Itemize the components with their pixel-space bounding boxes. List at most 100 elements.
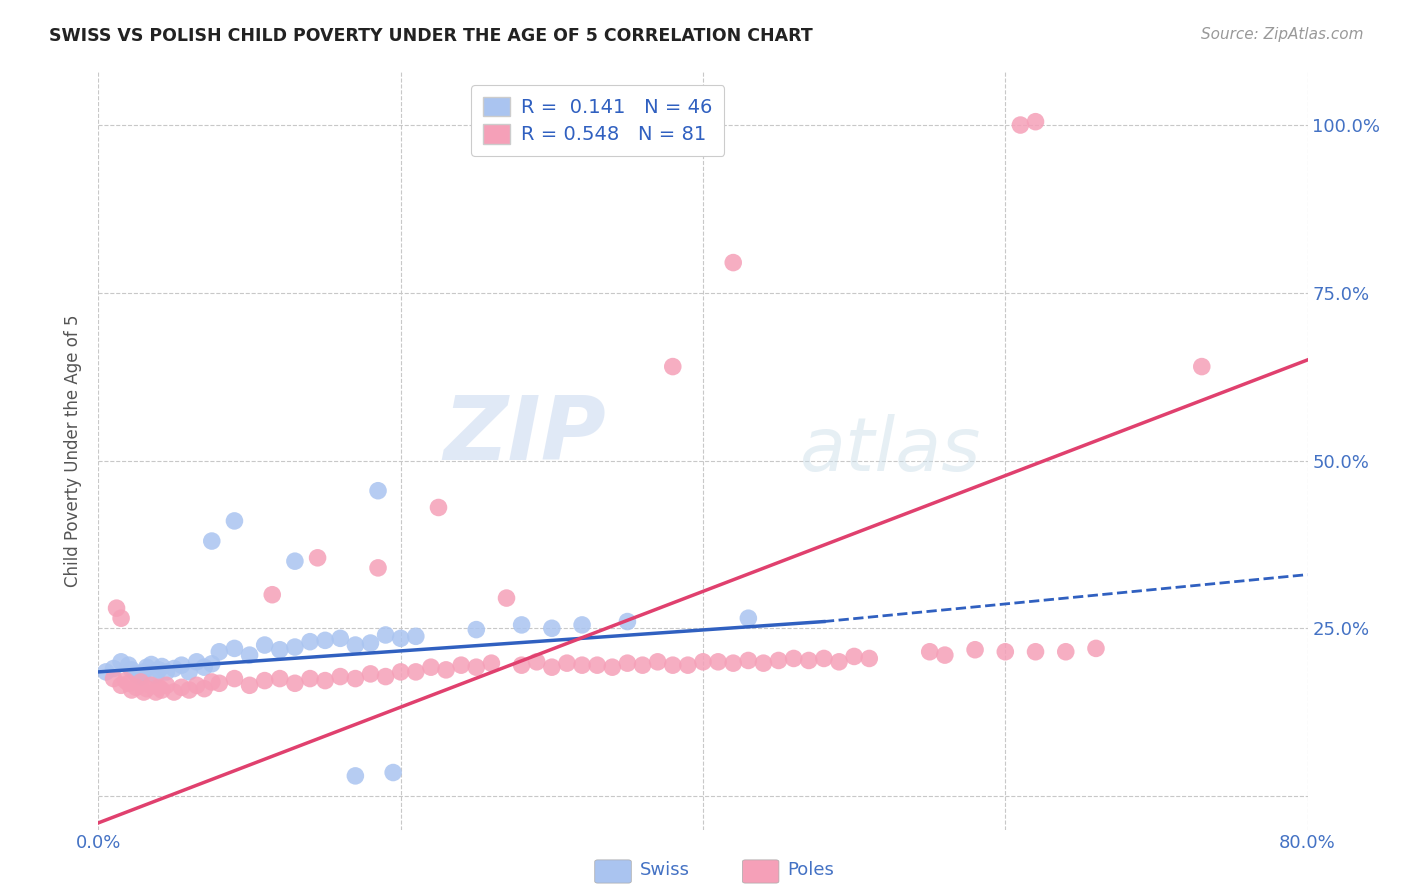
Point <box>253 673 276 688</box>
Point <box>616 615 638 629</box>
Point <box>224 514 246 528</box>
Point <box>434 663 457 677</box>
Point <box>186 655 208 669</box>
Point <box>224 672 246 686</box>
Point <box>150 659 173 673</box>
Point <box>344 638 367 652</box>
Point <box>723 255 745 269</box>
Point <box>141 657 163 672</box>
Point <box>661 359 683 374</box>
Point <box>148 681 170 695</box>
Point <box>389 632 412 646</box>
Point <box>360 636 382 650</box>
Point <box>262 588 284 602</box>
Point <box>510 618 533 632</box>
Point <box>465 660 488 674</box>
Point <box>367 483 389 498</box>
Point <box>1085 641 1108 656</box>
Point <box>965 642 987 657</box>
Point <box>148 663 170 677</box>
Point <box>676 658 699 673</box>
Point <box>299 672 322 686</box>
Point <box>571 618 593 632</box>
Point <box>783 651 806 665</box>
Point <box>314 633 336 648</box>
Point <box>132 685 155 699</box>
Point <box>125 681 148 695</box>
Point <box>797 653 820 667</box>
Text: atlas: atlas <box>800 415 981 486</box>
Point <box>253 638 276 652</box>
Point <box>737 653 759 667</box>
Point <box>631 658 654 673</box>
Point <box>135 681 157 696</box>
Point <box>367 561 389 575</box>
Point <box>828 655 851 669</box>
Point <box>526 655 548 669</box>
Point <box>141 678 163 692</box>
Point <box>405 629 427 643</box>
Point <box>1010 118 1032 132</box>
Point <box>186 678 208 692</box>
Point <box>329 669 352 683</box>
Point <box>465 623 488 637</box>
Point <box>118 658 141 673</box>
Point <box>382 765 405 780</box>
Point <box>405 665 427 679</box>
Point <box>602 660 624 674</box>
Point <box>239 648 262 662</box>
Point <box>420 660 443 674</box>
Text: SWISS VS POLISH CHILD POVERTY UNDER THE AGE OF 5 CORRELATION CHART: SWISS VS POLISH CHILD POVERTY UNDER THE … <box>49 27 813 45</box>
Point <box>510 658 533 673</box>
Point <box>374 628 396 642</box>
Point <box>145 685 167 699</box>
Point <box>208 645 231 659</box>
Point <box>616 656 638 670</box>
Point <box>360 666 382 681</box>
Point <box>994 645 1017 659</box>
Point <box>201 675 224 690</box>
Point <box>121 683 143 698</box>
Point <box>918 645 941 659</box>
Point <box>163 661 186 675</box>
Point <box>224 641 246 656</box>
Text: Source: ZipAtlas.com: Source: ZipAtlas.com <box>1201 27 1364 42</box>
Point <box>129 669 152 683</box>
Point <box>145 668 167 682</box>
Point <box>103 661 125 675</box>
Point <box>934 648 956 662</box>
Point <box>125 666 148 681</box>
Point <box>105 601 128 615</box>
Point <box>450 658 472 673</box>
Point <box>427 500 450 515</box>
Point <box>540 660 562 674</box>
Point <box>768 653 790 667</box>
Point <box>284 554 307 568</box>
Point <box>555 656 578 670</box>
Point <box>132 665 155 679</box>
Y-axis label: Child Poverty Under the Age of 5: Child Poverty Under the Age of 5 <box>65 314 83 587</box>
Point <box>129 675 152 690</box>
Text: Poles: Poles <box>787 861 834 879</box>
Point <box>844 649 866 664</box>
Point <box>110 655 132 669</box>
Point <box>193 660 215 674</box>
Point <box>344 769 367 783</box>
Point <box>329 632 352 646</box>
Point <box>1024 645 1046 659</box>
Point <box>1054 645 1077 659</box>
Point <box>707 655 730 669</box>
Point <box>179 683 201 698</box>
Point <box>495 591 517 605</box>
Point <box>737 611 759 625</box>
Point <box>723 656 745 670</box>
Point <box>201 657 224 671</box>
Point <box>299 634 322 648</box>
Point <box>813 651 835 665</box>
Point <box>155 678 177 692</box>
Point <box>586 658 609 673</box>
Point <box>239 678 262 692</box>
Point <box>118 676 141 690</box>
Point <box>269 672 291 686</box>
Point <box>647 655 669 669</box>
